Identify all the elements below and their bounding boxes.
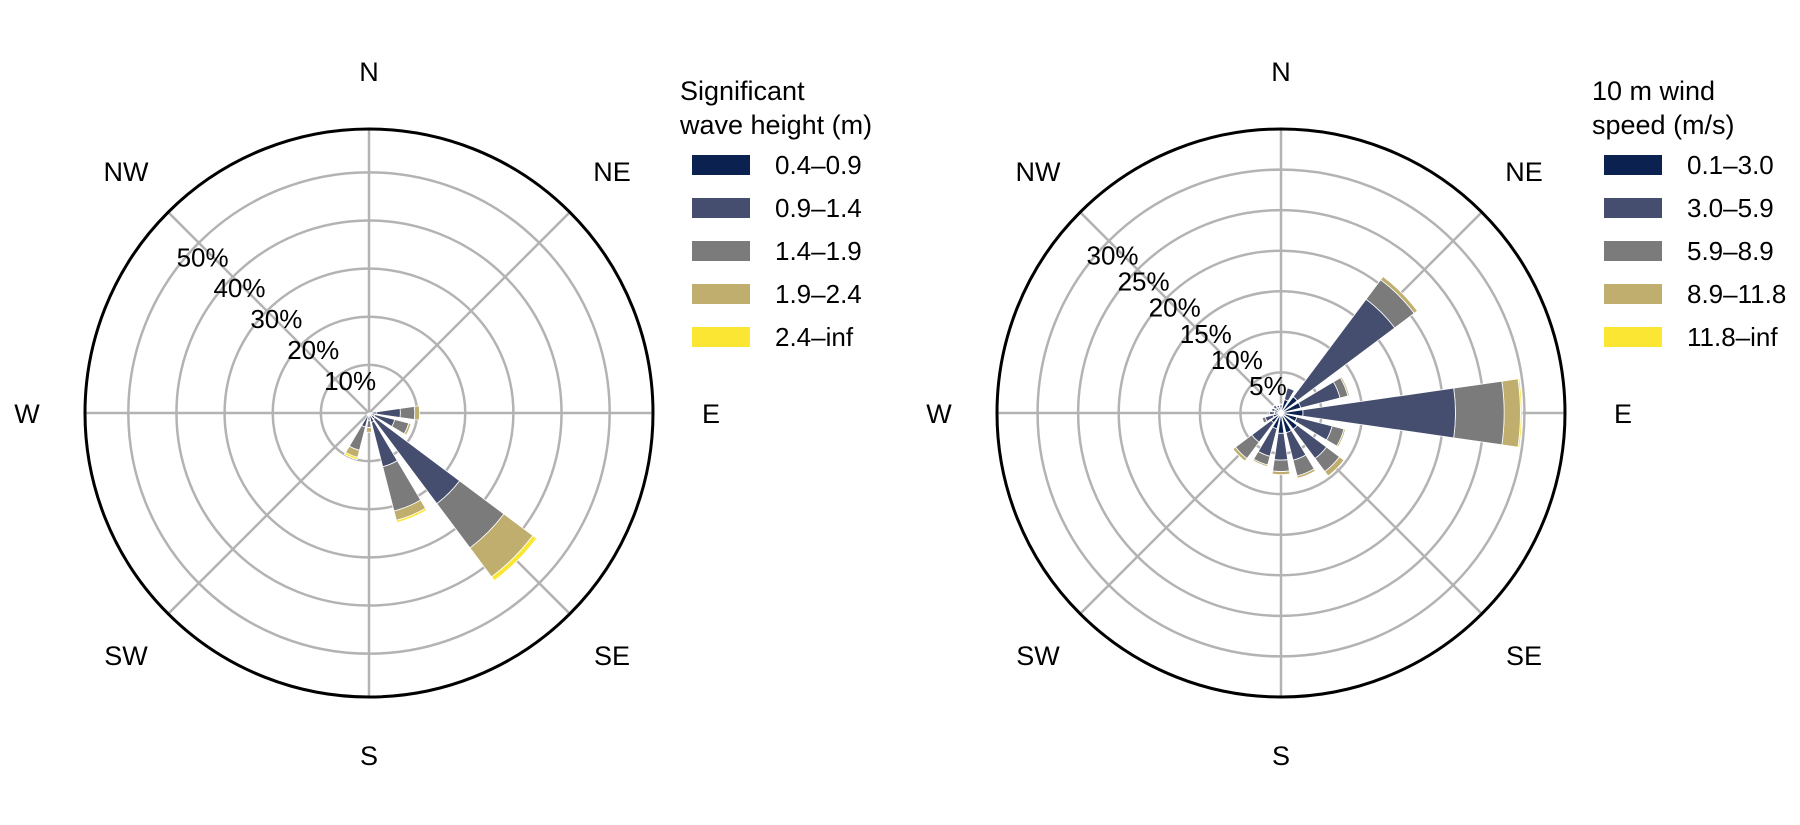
radial-tick-label: 30% xyxy=(1086,241,1138,271)
radial-tick-label: 10% xyxy=(1211,345,1263,375)
legend-swatch xyxy=(692,155,750,175)
legend-swatch xyxy=(1604,198,1662,218)
radial-gridline xyxy=(1036,168,1526,658)
rose-petal-segment xyxy=(368,411,377,415)
legend-label: 3.0–5.9 xyxy=(1687,193,1774,223)
legend-label: 1.9–2.4 xyxy=(775,279,862,309)
radial-tick-label: 10% xyxy=(324,366,376,396)
rose-petal-segment xyxy=(366,419,372,428)
legend-label: 0.4–0.9 xyxy=(775,150,862,180)
rose-petal-segment xyxy=(1280,396,1298,414)
legend-swatch xyxy=(692,198,750,218)
rose-petal-segment xyxy=(1280,412,1292,434)
direction-label-w: W xyxy=(14,399,40,429)
rose-petal-segment xyxy=(1453,380,1505,446)
direction-label-nw: NW xyxy=(1016,157,1061,187)
legend-swatch xyxy=(1604,284,1662,304)
rose-petal-segment xyxy=(1277,407,1282,414)
radial-gridline xyxy=(175,219,563,607)
legend-swatch xyxy=(692,284,750,304)
rose-petal-segment xyxy=(1280,409,1304,417)
legend-swatch xyxy=(692,327,750,347)
wave-height-rose-panel: 10%20%30%40%50% N NE E SE S SW W NW Significant wa… xyxy=(14,57,872,771)
legend-title-line: wave height (m) xyxy=(679,110,872,140)
legend-title-line: speed (m/s) xyxy=(1592,110,1735,140)
legend-swatch xyxy=(1604,241,1662,261)
legend-label: 11.8–inf xyxy=(1687,322,1778,352)
radial-tick-label: 50% xyxy=(177,242,229,272)
direction-label-s: S xyxy=(1272,741,1290,771)
direction-label-s: S xyxy=(360,741,378,771)
direction-label-e: E xyxy=(702,399,720,429)
rose-petal-segment xyxy=(1277,412,1285,434)
radial-tick-label: 20% xyxy=(287,335,339,365)
direction-label-w: W xyxy=(926,399,952,429)
direction-label-n: N xyxy=(1271,57,1291,87)
direction-label-n: N xyxy=(359,57,379,87)
rose-petal-segment xyxy=(1501,378,1521,448)
rose-petal-segment xyxy=(1279,404,1283,409)
rose-petal-segment xyxy=(1280,412,1298,430)
rose-petal-segment xyxy=(399,406,416,420)
direction-label-sw: SW xyxy=(1016,641,1060,671)
legend-label: 5.9–8.9 xyxy=(1687,236,1774,266)
legend-label: 0.9–1.4 xyxy=(775,193,862,223)
radial-gridline xyxy=(223,267,515,559)
legend-swatch xyxy=(1604,327,1662,347)
rose-petal-segment xyxy=(1270,412,1282,424)
legend-label: 2.4–inf xyxy=(775,322,854,352)
rose-petal-segment xyxy=(1269,410,1276,416)
rose-petal-segment xyxy=(1280,412,1298,422)
legend-title-line: 10 m wind xyxy=(1592,76,1715,106)
direction-label-se: SE xyxy=(1506,641,1542,671)
direction-label-se: SE xyxy=(594,641,630,671)
rose-petal-segment xyxy=(1275,407,1282,414)
radial-tick-label: 25% xyxy=(1118,267,1170,297)
legend-title-line: Significant xyxy=(680,76,805,106)
direction-label-e: E xyxy=(1614,399,1632,429)
rose-outer-boundary xyxy=(83,127,655,699)
rose-outer-boundary xyxy=(995,127,1567,699)
rose-petal-segment xyxy=(1280,402,1302,414)
rose-petal-segment xyxy=(368,412,375,423)
rose-petal-segment xyxy=(1272,412,1282,430)
rose-petal-segment xyxy=(1274,411,1282,415)
rose-petal-segment xyxy=(368,412,376,420)
rose-petal-segment xyxy=(1279,407,1283,414)
legend-swatch xyxy=(1604,155,1662,175)
radial-tick-label: 15% xyxy=(1180,319,1232,349)
legend-label: 0.1–3.0 xyxy=(1687,150,1774,180)
radial-tick-label: 30% xyxy=(250,304,302,334)
wind-speed-rose-panel: 5%10%15%20%25%30% N NE E SE S SW W NW 10 m wind sp… xyxy=(926,57,1786,771)
rose-petal-segment xyxy=(1272,459,1290,472)
radial-gridline xyxy=(271,315,467,511)
rose-petal-segment xyxy=(1280,399,1289,414)
direction-label-ne: NE xyxy=(593,157,631,187)
direction-label-sw: SW xyxy=(104,641,148,671)
direction-gridline xyxy=(1079,211,1282,414)
rose-petal-segment xyxy=(1272,412,1282,418)
radial-tick-label: 40% xyxy=(213,273,265,303)
legend: Significant wave height (m) 0.4–0.9 0.9–1.4… xyxy=(679,76,872,352)
legend-label: 1.4–1.9 xyxy=(775,236,862,266)
radial-tick-label: 5% xyxy=(1249,371,1287,401)
radial-gridline xyxy=(127,171,611,655)
direction-label-nw: NW xyxy=(104,157,149,187)
direction-label-ne: NE xyxy=(1505,157,1543,187)
rose-petal-segment xyxy=(365,426,373,433)
radial-tick-label: 20% xyxy=(1149,293,1201,323)
rose-petals xyxy=(1232,275,1523,479)
legend-swatch xyxy=(692,241,750,261)
rose-petals xyxy=(343,405,538,582)
legend-label: 8.9–11.8 xyxy=(1687,279,1786,309)
legend: 10 m wind speed (m/s) 0.1–3.0 3.0–5.9 5.9–8.… xyxy=(1592,76,1786,352)
